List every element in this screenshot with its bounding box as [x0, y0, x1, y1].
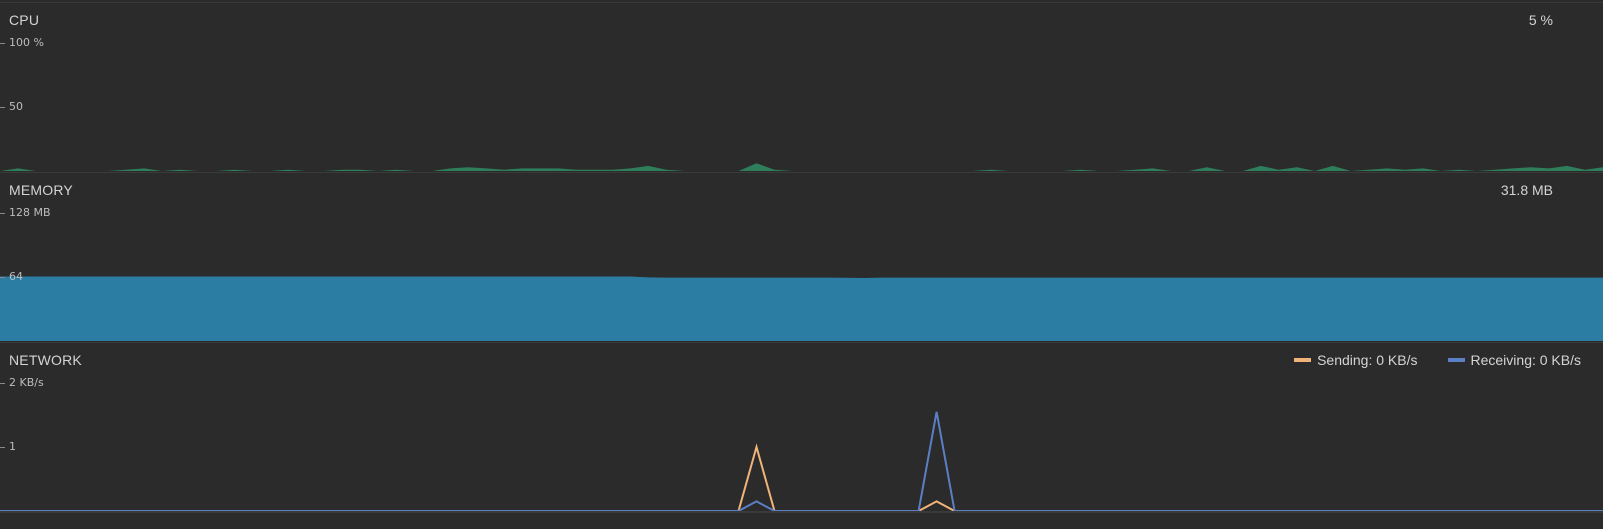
network-legend: Sending: 0 KB/s Receiving: 0 KB/s: [1294, 352, 1581, 368]
receiving-label: Receiving: 0 KB/s: [1470, 352, 1582, 368]
receiving-series-line: [0, 411, 1603, 512]
cpu-graph: [0, 163, 1603, 171]
bottom-divider: [0, 511, 1603, 513]
cpu-title: CPU: [9, 12, 40, 28]
cpu-tick-max: [0, 43, 5, 44]
network-axis-max-label: 2 KB/s: [9, 376, 44, 389]
cpu-tick-mid: [0, 107, 5, 108]
sending-swatch: [1294, 358, 1312, 362]
cpu-current-value: 5 %: [1528, 12, 1553, 28]
memory-tick-mid: [0, 277, 5, 278]
cpu-panel: CPU 5 % 100 % 50: [0, 2, 1603, 172]
receiving-swatch: [1447, 358, 1465, 362]
memory-current-value: 31.8 MB: [1500, 182, 1553, 198]
network-axis-mid-label: 1: [9, 440, 16, 453]
legend-receiving: Receiving: 0 KB/s: [1447, 352, 1582, 368]
memory-axis-mid-label: 64: [9, 270, 23, 283]
network-panel: NETWORK Sending: 0 KB/s Receiving: 0 KB/…: [0, 342, 1603, 512]
memory-usage-area: [0, 276, 1603, 341]
memory-panel: MEMORY 31.8 MB 128 MB 64: [0, 172, 1603, 342]
sending-series-line: [0, 443, 1603, 512]
memory-tick-max: [0, 213, 5, 214]
network-title: NETWORK: [9, 352, 82, 368]
network-graph: [0, 411, 1603, 512]
memory-title: MEMORY: [9, 182, 73, 198]
legend-sending: Sending: 0 KB/s: [1294, 352, 1418, 368]
memory-axis-max-label: 128 MB: [9, 206, 51, 219]
cpu-usage-area: [0, 163, 1603, 171]
sending-label: Sending: 0 KB/s: [1317, 352, 1418, 368]
network-tick-mid: [0, 447, 5, 448]
cpu-axis-mid-label: 50: [9, 100, 23, 113]
cpu-axis-max-label: 100 %: [9, 36, 44, 49]
network-tick-max: [0, 383, 5, 384]
memory-graph: [0, 276, 1603, 341]
